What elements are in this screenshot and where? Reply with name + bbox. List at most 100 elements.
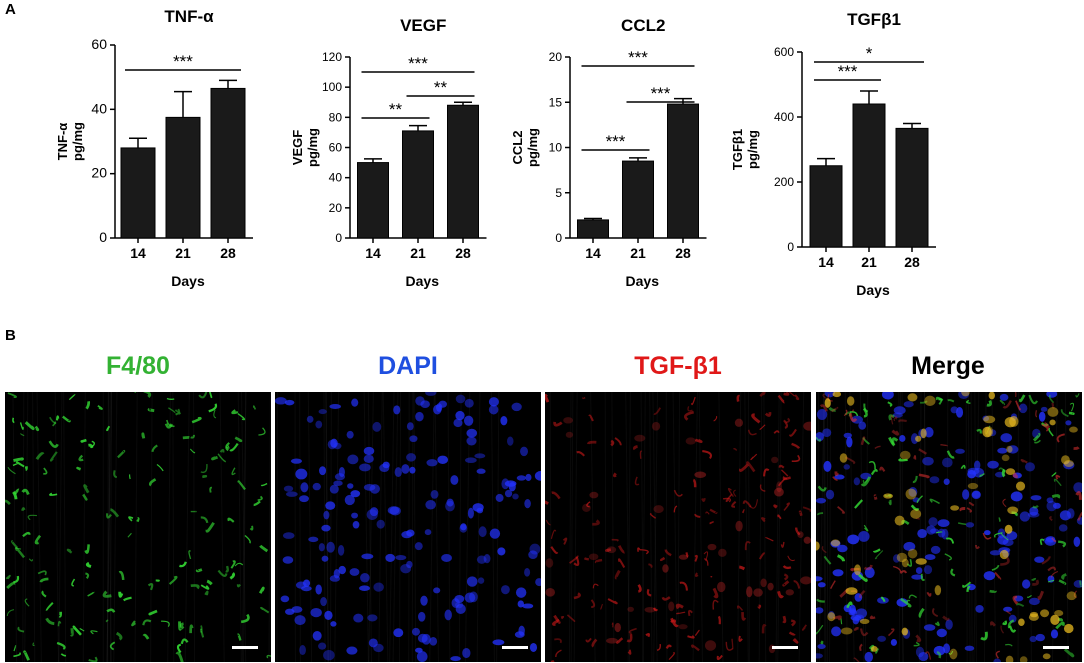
cell	[639, 450, 643, 459]
significance-label: *	[866, 44, 873, 63]
cell	[948, 650, 954, 655]
cell	[415, 396, 425, 406]
cell	[373, 582, 384, 592]
cell	[957, 522, 967, 526]
cell	[1030, 495, 1042, 501]
cell	[653, 505, 664, 514]
cell	[616, 637, 624, 644]
cell	[903, 541, 916, 552]
y-tick-label: 600	[774, 45, 794, 59]
y-axis-label-line1: TGFβ1	[730, 129, 745, 170]
cell	[200, 516, 209, 524]
cell	[854, 564, 862, 576]
cell	[230, 560, 236, 569]
cell	[783, 392, 790, 396]
cell	[962, 581, 972, 588]
cell	[514, 631, 525, 638]
cell	[947, 399, 955, 403]
cell	[1028, 394, 1039, 405]
micrograph-dapi	[275, 392, 541, 662]
cell	[1050, 570, 1059, 578]
cell	[463, 415, 474, 426]
cell	[1018, 618, 1025, 626]
cell	[109, 641, 116, 651]
cell	[290, 458, 302, 464]
cell	[72, 625, 82, 636]
cell	[1037, 590, 1045, 600]
cell	[924, 554, 936, 561]
cell	[142, 633, 150, 640]
cell	[306, 415, 314, 423]
texture-line	[237, 392, 242, 662]
cell	[582, 503, 591, 512]
panel-b-label: B	[5, 327, 16, 344]
cell	[300, 482, 309, 493]
micrograph-title-f480: F4/80	[106, 352, 170, 380]
cell	[80, 438, 87, 443]
cell	[257, 495, 263, 502]
cell	[868, 461, 876, 470]
cell	[656, 643, 661, 651]
cell	[937, 528, 946, 538]
cell	[189, 448, 196, 454]
cell	[801, 624, 807, 631]
cell	[1001, 468, 1006, 478]
cell	[1058, 540, 1067, 548]
cell	[363, 454, 374, 464]
cell	[803, 536, 811, 544]
cell	[497, 547, 506, 556]
cell	[859, 643, 863, 652]
cell	[725, 493, 733, 502]
cell	[450, 656, 461, 662]
cell	[12, 491, 18, 500]
cell	[178, 621, 182, 631]
cell	[1047, 407, 1059, 417]
cell	[319, 466, 327, 476]
x-tick-label: 21	[861, 254, 877, 270]
cell	[928, 517, 938, 527]
texture-line	[32, 392, 36, 662]
cell	[859, 628, 869, 637]
cell	[476, 555, 487, 564]
cell	[229, 572, 236, 580]
y-axis-label-line1: TNF-α	[55, 123, 70, 161]
cell	[55, 415, 60, 421]
cell	[303, 579, 311, 587]
cell	[1012, 595, 1019, 605]
y-tick-label: 20	[549, 50, 563, 64]
cell	[252, 405, 257, 410]
cell	[739, 565, 746, 571]
cell	[1015, 392, 1017, 398]
texture-line	[241, 392, 247, 662]
x-axis-label: Days	[626, 273, 660, 289]
cell	[843, 604, 852, 613]
cell	[735, 520, 743, 532]
cell	[129, 474, 131, 480]
x-tick-label: 28	[675, 245, 691, 261]
cell	[573, 592, 581, 600]
cell	[467, 507, 474, 519]
cell	[106, 608, 116, 613]
texture-line	[640, 392, 645, 662]
cell	[855, 608, 868, 619]
texture-line	[368, 392, 374, 662]
cell	[330, 438, 338, 448]
cell	[1063, 648, 1075, 658]
cell	[24, 466, 28, 472]
texture-line	[434, 392, 439, 662]
cell	[166, 419, 175, 428]
cell	[744, 540, 751, 551]
cell	[863, 524, 869, 532]
texture-line	[63, 392, 67, 662]
cell	[862, 478, 869, 484]
texture-line	[184, 392, 190, 662]
cell	[854, 499, 864, 509]
cell	[898, 419, 907, 423]
cell	[174, 408, 181, 413]
cell	[1004, 524, 1013, 534]
bar	[402, 130, 434, 239]
cell	[691, 396, 696, 406]
cell	[1049, 515, 1053, 522]
cell	[653, 407, 662, 415]
cell	[1000, 625, 1005, 634]
